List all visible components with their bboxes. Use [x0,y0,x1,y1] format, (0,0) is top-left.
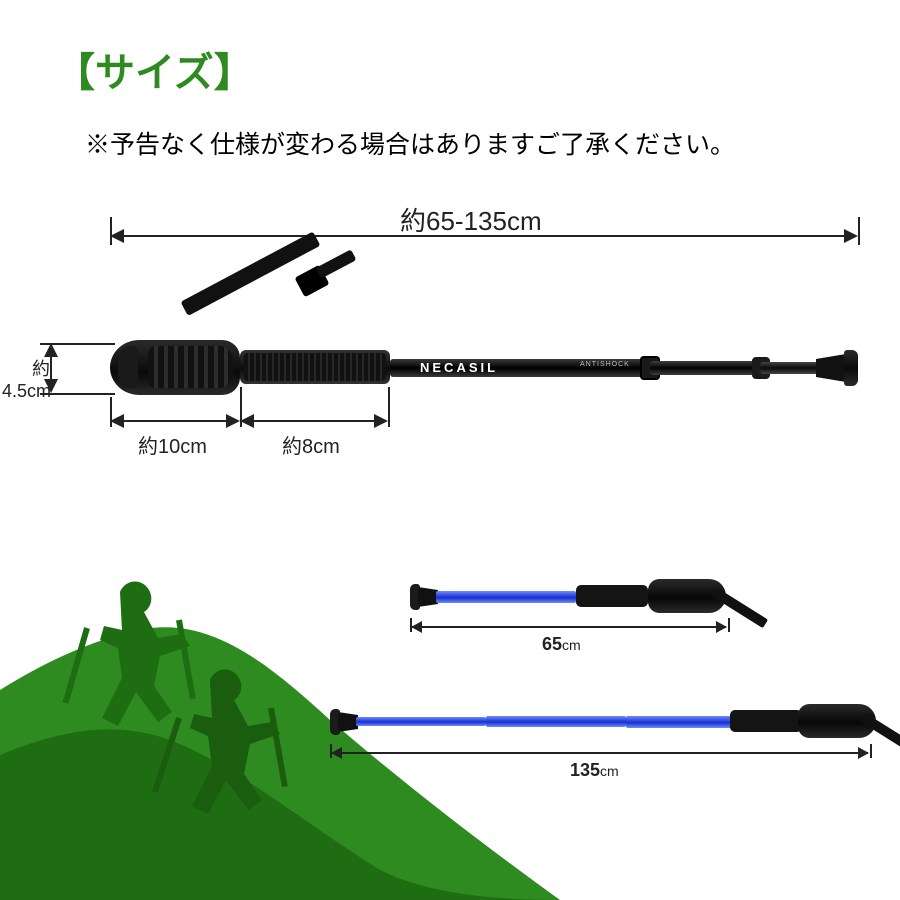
dimension-arrow-grip [112,420,238,422]
spec-note: ※予告なく仕様が変わる場合はありますご了承ください。 [85,125,735,161]
extended-length: 135cm [570,760,619,781]
dimension-arrow-collapsed [412,626,726,628]
size-diagram-main: 約65-135cm 約4.5cm 約10cm 約8cm NECASIL ANTI… [20,225,880,505]
tick [870,744,872,758]
pole-tip [844,350,858,386]
brand-text: NECASIL [420,359,498,377]
collapsed-value: 65 [542,634,562,654]
extension-line [40,393,115,395]
dimension-arrow-foam [242,420,386,422]
dimension-arrow-extended [332,752,868,754]
hikers-silhouette [0,570,560,900]
heading-text: 【サイズ】 [55,51,254,95]
overall-length-label: 約65-135cm [400,201,542,238]
pole-shaft-3 [760,362,820,374]
unit: cm [562,637,581,653]
collapsed-length: 65cm [542,634,581,655]
foam-length-label: 約8cm [282,430,340,459]
pole-grip [110,340,240,395]
section-heading: 【サイズ】 [55,40,254,98]
trekking-pole-black: NECASIL ANTISHOCK [110,350,870,390]
extension-line [388,387,390,427]
extension-line [858,217,860,245]
unit: cm [600,763,619,779]
height-label: 約4.5cm [2,355,50,402]
bottom-section: 65cm 135cm [0,560,900,900]
tick [728,618,730,632]
grip-length-label: 約10cm [138,430,207,459]
antishock-text: ANTISHOCK [580,361,630,368]
pole-basket [816,354,846,382]
pole-shaft-2 [650,361,760,375]
trekking-pole-blue-collapsed [410,585,730,609]
trekking-pole-blue-extended [330,710,870,734]
extended-value: 135 [570,760,600,780]
